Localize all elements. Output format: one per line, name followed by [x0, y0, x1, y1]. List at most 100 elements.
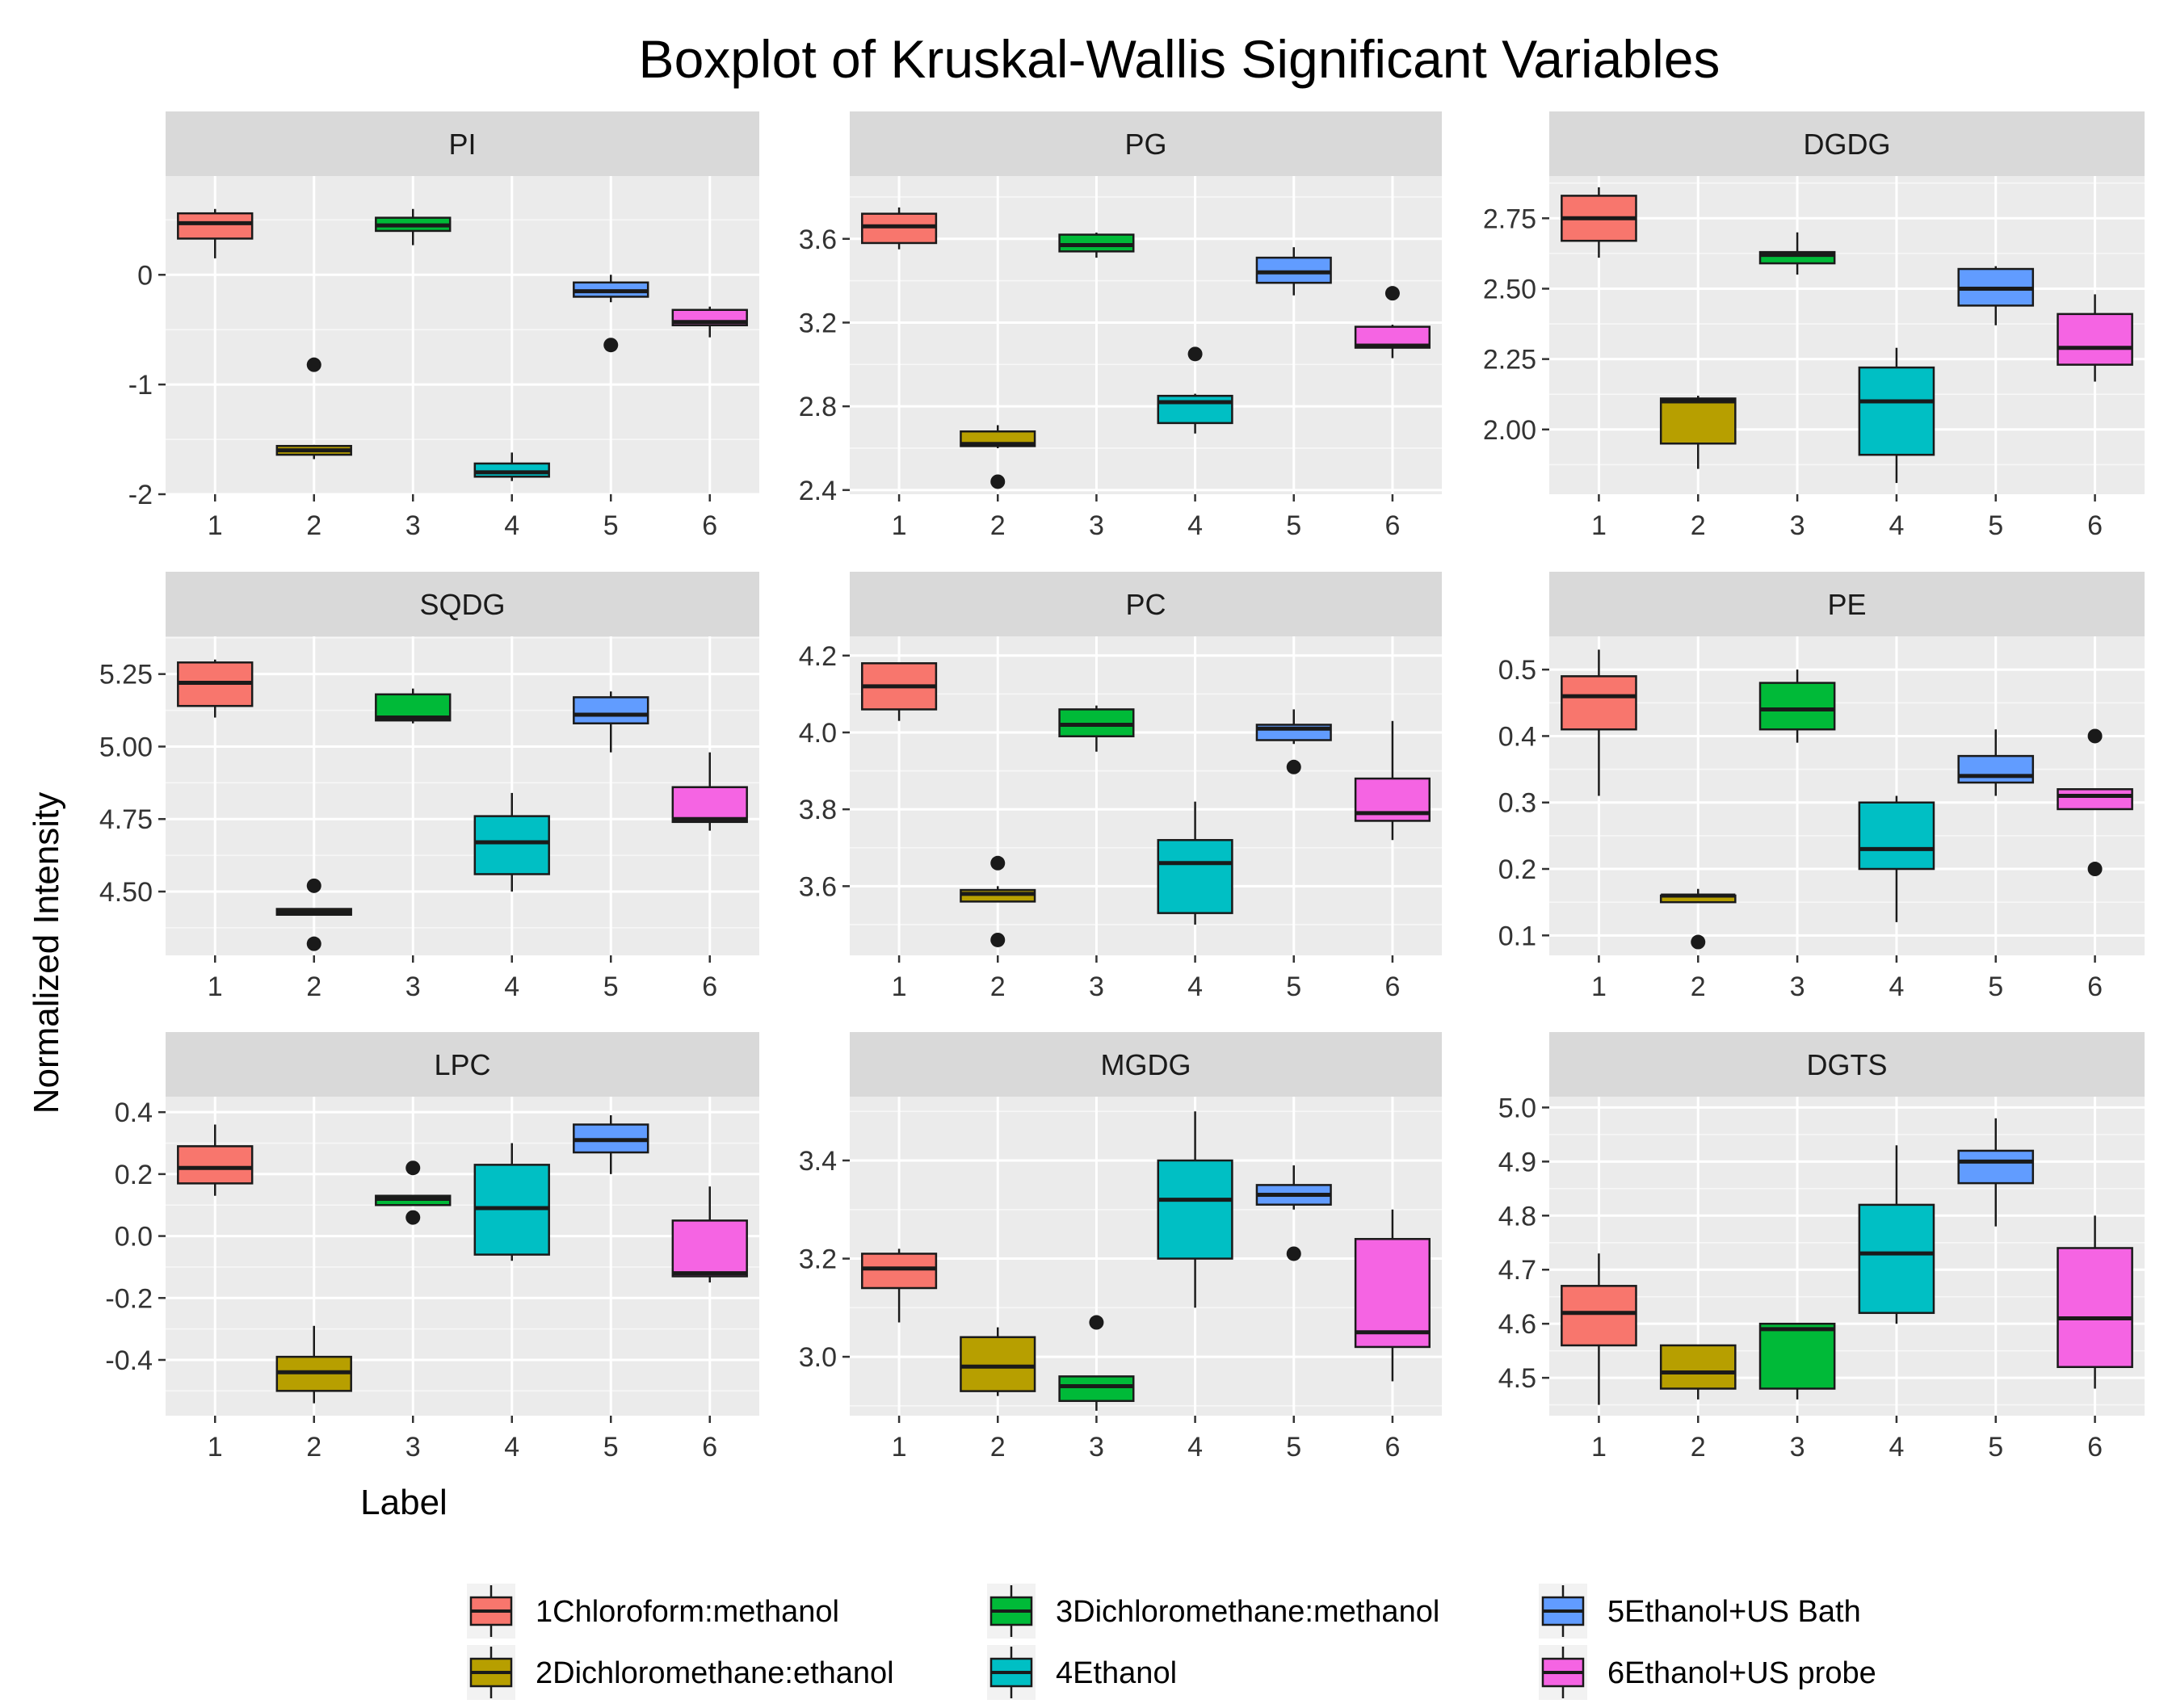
- x-tick-label: 5: [1286, 510, 1301, 541]
- box-lpc-6: [671, 1186, 748, 1283]
- y-tick-label: 4.2: [799, 641, 837, 672]
- x-tick-label: 1: [208, 972, 223, 1002]
- panel-strip-label: PI: [448, 128, 476, 161]
- box-body: [1858, 1203, 1935, 1315]
- box-body: [2057, 1247, 2133, 1368]
- outlier-point: [405, 1210, 421, 1225]
- panel-strip-label: LPC: [434, 1048, 490, 1081]
- box-body: [1058, 1375, 1135, 1403]
- x-tick-label: 2: [990, 972, 1006, 1002]
- y-tick-label: 0.4: [1498, 721, 1536, 752]
- panel-strip-label: SQDG: [419, 588, 505, 621]
- box-body: [2057, 313, 2133, 366]
- y-tick-label: 2.50: [1483, 274, 1536, 304]
- x-tick-label: 5: [1988, 510, 2003, 541]
- y-tick-label: 4.0: [799, 718, 837, 749]
- panel-sqdg: SQDG 5.25 5.00 4.75 4.50 1 2 3 4 5 6: [99, 572, 759, 1002]
- box-body: [1758, 1322, 1836, 1390]
- x-tick-label: 6: [1384, 510, 1400, 541]
- legend-label: 3Dichloromethane:methanol: [1056, 1595, 1439, 1629]
- panel-mgdg: MGDG 3.4 3.2 3.0 1 2 3 4 5 6: [799, 1032, 1442, 1463]
- x-tick-label: 6: [2087, 1432, 2103, 1463]
- box-pg-5: [1255, 247, 1332, 296]
- outlier-point: [1089, 1315, 1104, 1330]
- box-pi-2: [275, 357, 352, 460]
- box-pe-1: [1561, 649, 1637, 796]
- x-tick-label: 6: [1384, 1432, 1400, 1463]
- panel-strip-label: DGDG: [1804, 128, 1891, 161]
- y-tick-label: 2.25: [1483, 345, 1536, 376]
- legend-label: 2Dichloromethane:ethanol: [536, 1656, 894, 1690]
- outlier-point: [990, 855, 1006, 871]
- outlier-point: [1286, 1246, 1301, 1261]
- panel-strip: [1549, 572, 2145, 636]
- box-sqdg-5: [573, 691, 649, 753]
- x-tick-label: 3: [1089, 972, 1104, 1002]
- panel-background: [850, 636, 1442, 955]
- x-tick-label: 2: [1691, 1432, 1706, 1463]
- y-tick-label: 4.75: [99, 804, 153, 835]
- panel-strip-label: PG: [1124, 128, 1166, 161]
- box-dgts-1: [1561, 1253, 1637, 1405]
- box-body: [1957, 754, 2035, 784]
- box-body: [1255, 256, 1332, 284]
- legend-label: 4Ethanol: [1056, 1656, 1177, 1690]
- legend: 1Chloroform:methanol 2Dichloromethane:eth…: [467, 1584, 1876, 1700]
- box-body: [1659, 1344, 1737, 1390]
- y-tick-label: 3.4: [799, 1146, 837, 1177]
- box-pg-6: [1354, 286, 1431, 359]
- x-tick-label: 1: [892, 510, 907, 541]
- box-sqdg-2: [275, 878, 352, 951]
- box-body: [1157, 838, 1233, 914]
- x-axis-title: Label: [360, 1483, 447, 1522]
- y-tick-label: 0.4: [115, 1097, 153, 1128]
- box-dgdg-5: [1957, 266, 2035, 325]
- x-tick-label: 6: [1384, 972, 1400, 1002]
- x-tick-label: 1: [208, 1432, 223, 1463]
- box-body: [473, 815, 550, 875]
- box-body: [1561, 1285, 1637, 1347]
- outlier-point: [990, 932, 1006, 947]
- outlier-point: [1286, 759, 1301, 774]
- box-pi-3: [375, 208, 452, 245]
- y-tick-label: -0.2: [105, 1283, 153, 1314]
- panel-dgts: DGTS 5.0 4.9 4.8 4.7 4.6 4.5 1 2 3 4 5 6: [1498, 1032, 2145, 1463]
- box-mgdg-5: [1255, 1165, 1332, 1261]
- box-body: [1858, 366, 1935, 456]
- legend-label: 1Chloroform:methanol: [536, 1595, 839, 1629]
- x-tick-label: 6: [2087, 510, 2103, 541]
- x-tick-label: 3: [405, 510, 421, 541]
- x-tick-label: 5: [603, 510, 619, 541]
- x-tick-label: 1: [1591, 510, 1607, 541]
- box-sqdg-3: [375, 688, 452, 724]
- box-dgts-5: [1957, 1118, 2035, 1227]
- y-tick-label: 4.9: [1498, 1147, 1536, 1177]
- box-dgts-6: [2057, 1215, 2133, 1389]
- x-tick-label: 4: [1889, 1432, 1904, 1463]
- panel-lpc: LPC 0.4 0.2 0.0 -0.2 -0.4 1 2 3 4 5 6: [105, 1032, 759, 1463]
- box-pc-5: [1255, 709, 1332, 774]
- panel-strip: [850, 111, 1442, 176]
- y-tick-label: 0.2: [115, 1160, 153, 1190]
- panel-background: [1549, 1097, 2145, 1416]
- box-pc-2: [960, 855, 1036, 947]
- box-sqdg-6: [671, 752, 748, 831]
- box-body: [2057, 788, 2133, 811]
- outlier-point: [1187, 346, 1203, 362]
- panel-strip: [1549, 1032, 2145, 1097]
- x-tick-label: 2: [990, 510, 1006, 541]
- y-tick-label: -2: [128, 480, 153, 510]
- box-pe-3: [1758, 669, 1836, 743]
- x-tick-label: 5: [1988, 1432, 2003, 1463]
- outlier-point: [306, 878, 321, 893]
- panel-background: [850, 176, 1442, 494]
- box-body: [1957, 1149, 2035, 1185]
- legend-label: 5Ethanol+US Bath: [1607, 1595, 1861, 1629]
- legend-item-1: 1Chloroform:methanol: [467, 1584, 839, 1639]
- box-pg-1: [861, 207, 938, 250]
- chart-title: Boxplot of Kruskal-Wallis Significant Va…: [639, 29, 1721, 89]
- y-tick-label: 3.2: [799, 1244, 837, 1275]
- panel-strip: [1549, 111, 2145, 176]
- x-tick-label: 1: [892, 1432, 907, 1463]
